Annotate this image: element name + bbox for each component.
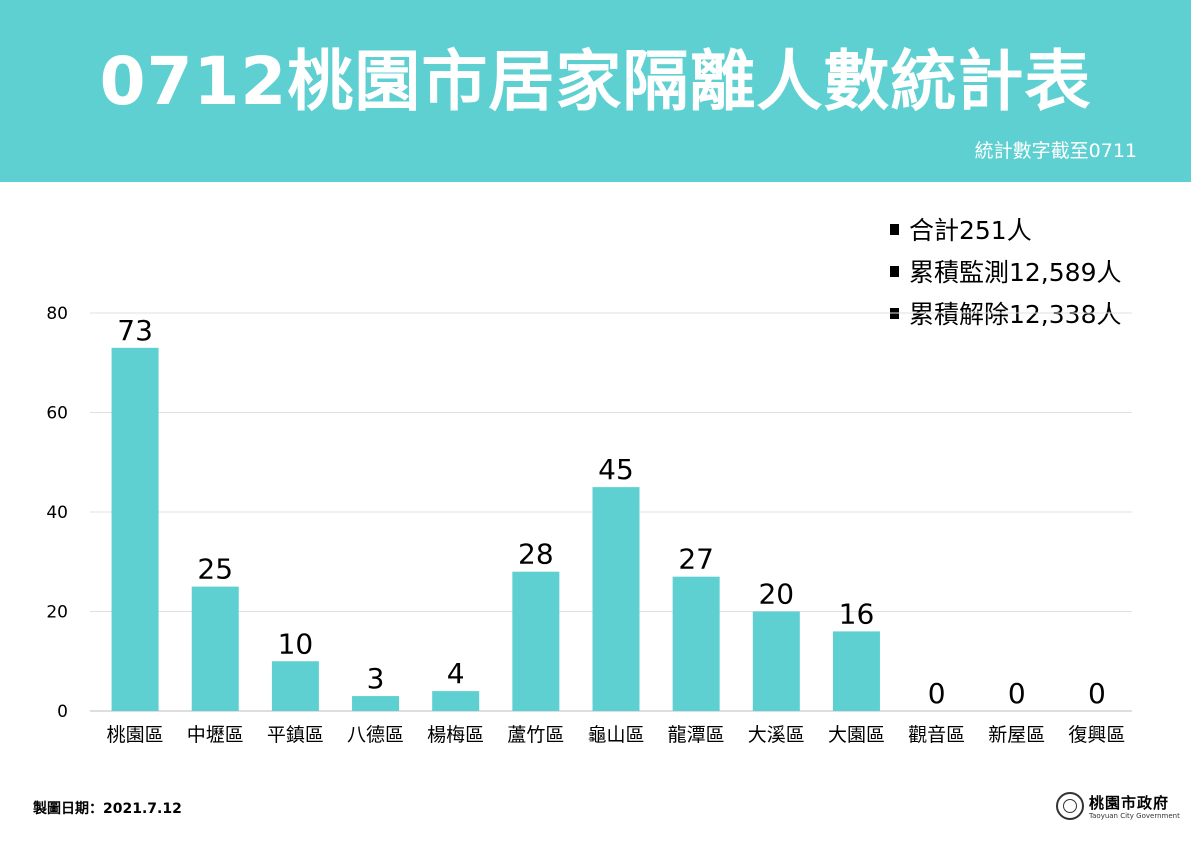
data-label: 10 [278,627,314,660]
y-tick-label: 80 [46,304,68,324]
y-tick-label: 0 [57,702,68,722]
data-label: 45 [598,453,634,486]
x-tick-label: 復興區 [1068,724,1125,746]
y-tick-label: 60 [46,404,68,424]
logo-english-name: Taoyuan City Government [1089,812,1180,820]
city-logo: 桃園市政府 Taoyuan City Government [1056,790,1180,826]
bar [191,586,239,711]
page-subtitle: 統計數字截至0711 [974,140,1137,162]
x-tick-label: 八德區 [347,724,404,746]
data-label: 20 [758,578,794,611]
data-label: 73 [117,314,153,347]
summary-label: 合計251人 [909,216,1032,245]
bar [271,661,319,711]
data-label: 0 [1008,677,1026,710]
x-tick-label: 中壢區 [187,724,244,746]
x-tick-label: 龍潭區 [668,724,725,746]
bar [832,631,880,711]
x-tick-label: 蘆竹區 [507,724,564,746]
header-banner: 0712桃園市居家隔離人數統計表 統計數字截至0711 [0,0,1191,182]
bar [352,696,400,711]
data-label: 3 [367,662,385,695]
bar [672,576,720,711]
data-label: 25 [197,553,233,586]
x-tick-label: 楊梅區 [427,724,484,746]
x-tick-label: 大園區 [828,724,885,746]
city-seal-icon [1056,792,1084,820]
summary-list: 合計251人 累積監測12,589人 累積解除12,338人 [890,208,1180,334]
x-tick-label: 新屋區 [988,724,1045,746]
x-tick-label: 平鎮區 [267,724,324,746]
summary-item-released: 累積解除12,338人 [890,292,1180,334]
bar [752,611,800,711]
data-label: 0 [928,677,946,710]
summary-label: 累積解除12,338人 [909,300,1122,329]
y-tick-label: 40 [46,503,68,523]
x-tick-label: 大溪區 [748,724,805,746]
page-title: 0712桃園市居家隔離人數統計表 [99,43,1092,120]
bar [592,487,640,711]
logo-name: 桃園市政府 [1089,794,1170,812]
x-tick-label: 龜山區 [587,724,644,746]
square-bullet-icon [890,223,899,235]
square-bullet-icon [890,265,899,277]
data-label: 28 [518,538,554,571]
summary-item-monitored: 累積監測12,589人 [890,250,1180,292]
production-date: 製圖日期：2021.7.12 [33,801,182,817]
bar [432,691,480,711]
data-label: 16 [839,597,875,630]
bar [111,347,159,711]
summary-item-total: 合計251人 [890,208,1180,250]
data-label: 4 [447,657,465,690]
data-label: 27 [678,543,714,576]
data-label: 0 [1088,677,1106,710]
x-tick-label: 桃園區 [107,724,164,746]
bar [512,571,560,711]
summary-label: 累積監測12,589人 [909,258,1122,287]
y-tick-label: 20 [46,603,68,623]
x-tick-label: 觀音區 [908,724,965,746]
